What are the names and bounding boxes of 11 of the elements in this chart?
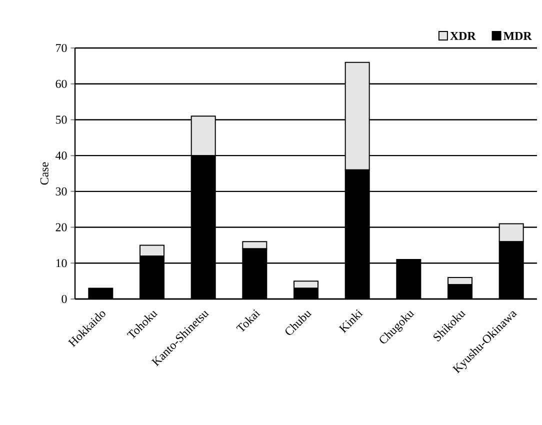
legend-label: XDR	[450, 32, 476, 40]
y-tick-label: 20	[56, 223, 67, 232]
y-tick-label: 50	[56, 116, 67, 124]
y-tick-label: 70	[56, 44, 67, 52]
y-tick-label: 30	[56, 187, 67, 196]
legend-label: MDR	[503, 32, 532, 40]
y-tick-label: 60	[56, 80, 67, 88]
y-tick-label: 0	[62, 294, 67, 304]
y-tick-label: 10	[56, 259, 67, 268]
y-tick-label: 40	[56, 152, 67, 160]
y-axis-title: Case	[40, 162, 48, 185]
